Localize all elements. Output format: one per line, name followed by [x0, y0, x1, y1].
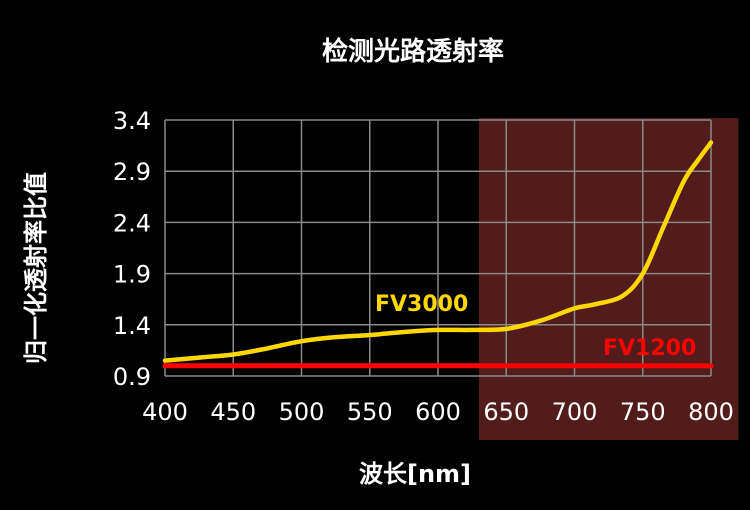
y-tick-label: 3.4 [113, 107, 151, 135]
y-tick-label: 0.9 [113, 363, 151, 391]
x-tick-label: 500 [279, 398, 325, 426]
y-tick-label: 1.4 [113, 312, 151, 340]
x-tick-label: 750 [620, 398, 666, 426]
series-label-fv3000: FV3000 [375, 292, 468, 317]
y-tick-label: 1.9 [113, 261, 151, 289]
y-axis-label: 归一化透射率比值 [22, 172, 50, 364]
chart-title: 检测光路透射率 [322, 36, 504, 67]
series-line-fv3000 [162, 140, 714, 363]
x-tick-label: 600 [415, 398, 461, 426]
x-tick-label: 550 [347, 398, 393, 426]
x-tick-label: 450 [210, 398, 256, 426]
highlight-band-layer [478, 118, 739, 440]
tick-labels: 0.9 1.4 1.9 2.4 2.9 3.4 400 450 500 550 600 650 700 7… [113, 107, 734, 426]
series-layer [162, 140, 714, 369]
x-tick-label: 800 [688, 398, 734, 426]
grid [164, 119, 712, 377]
x-axis-label: 波长[nm] [359, 460, 471, 488]
x-tick-label: 650 [483, 398, 529, 426]
series-labels: FV3000 FV1200 [375, 292, 696, 361]
x-tick-label: 400 [142, 398, 188, 426]
y-tick-label: 2.4 [113, 209, 151, 237]
series-label-fv1200: FV1200 [603, 336, 696, 361]
x-tick-label: 700 [552, 398, 598, 426]
y-tick-label: 2.9 [113, 158, 151, 186]
highlight-band [478, 118, 739, 440]
